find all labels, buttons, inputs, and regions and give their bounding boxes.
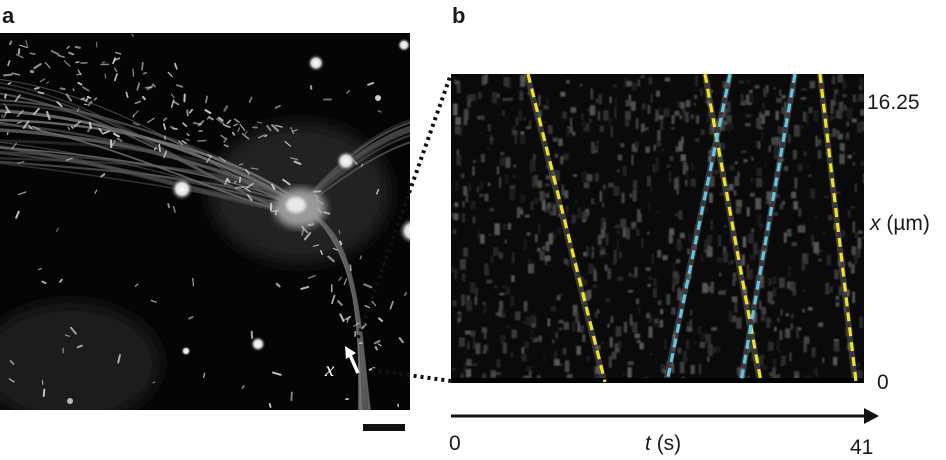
x-axis-label: t (s) (645, 433, 681, 454)
y-axis-unit: (µm) (886, 212, 930, 235)
blue-trace-2 (739, 73, 797, 383)
y-tick-top: 16.25 (867, 91, 920, 114)
panel-a-x-label: x (324, 357, 335, 381)
x-tick-start: 0 (449, 432, 461, 455)
time-axis-arrowhead (864, 408, 879, 424)
connector-top (356, 73, 453, 339)
yellow-trace-3 (818, 73, 858, 383)
connector-bottom (371, 368, 452, 383)
y-axis-label: x (µm) (870, 213, 930, 234)
y-tick-bottom: 0 (877, 371, 889, 394)
x-axis-unit: (s) (656, 432, 682, 455)
scale-bar (363, 424, 405, 431)
panel-b-letter: b (452, 3, 466, 28)
arrow-icon (348, 354, 360, 374)
y-axis-symbol: x (870, 212, 881, 235)
yellow-trace-1 (526, 73, 607, 383)
panel-a-letter: a (2, 3, 15, 28)
yellow-trace-2 (703, 73, 763, 383)
blue-trace-1 (665, 73, 732, 383)
x-tick-end: 41 (850, 436, 874, 459)
x-axis-symbol: t (645, 432, 651, 455)
fluorescence-micrograph: x (0, 33, 410, 410)
